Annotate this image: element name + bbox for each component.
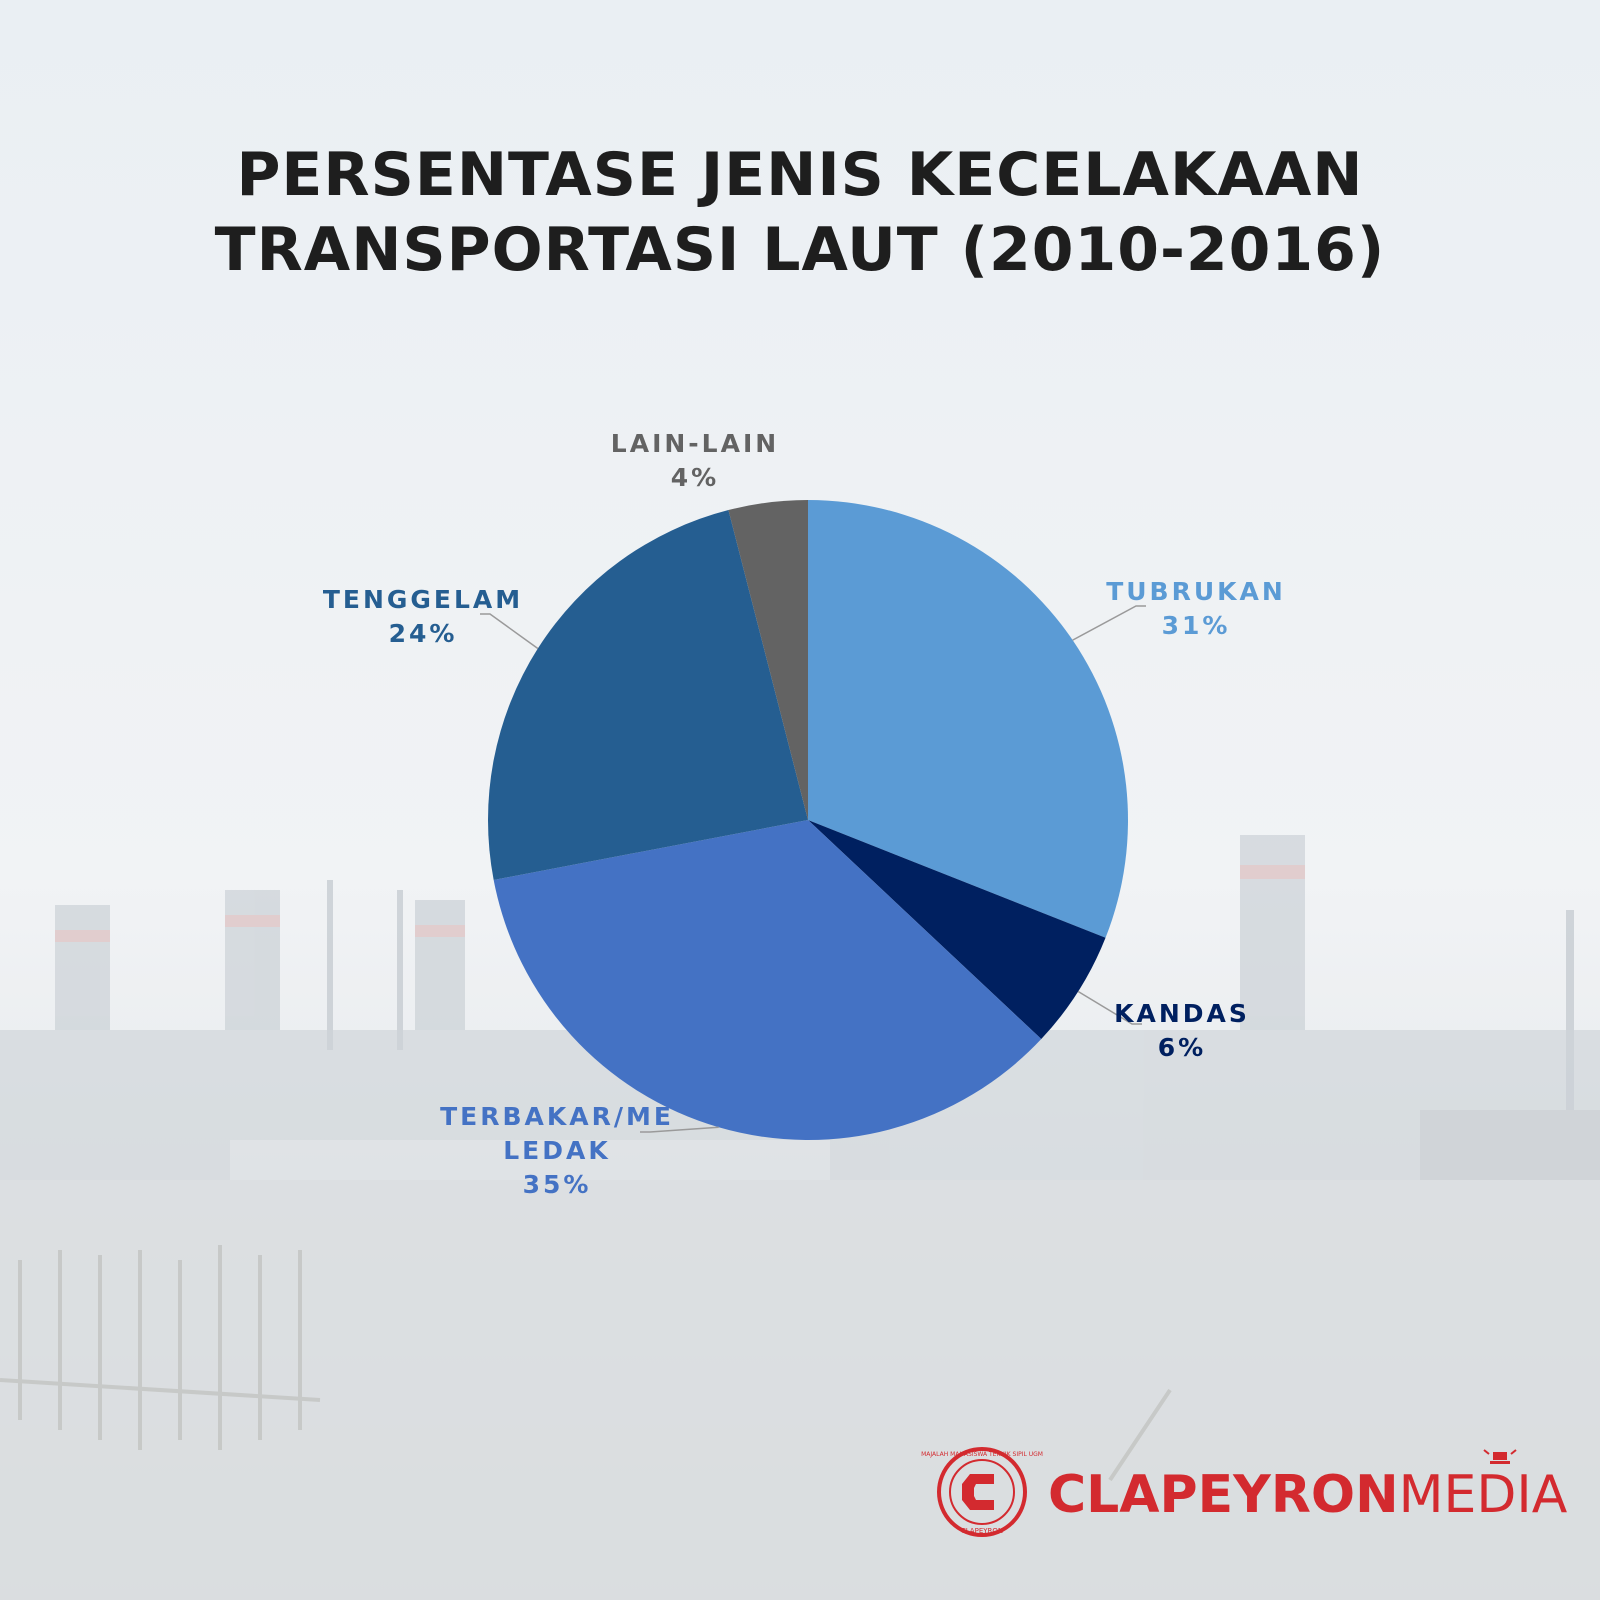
leader-line-kandas	[1077, 990, 1142, 1025]
leader-lines	[480, 605, 1146, 1133]
slice-category-label-terbakar-meledak: LEDAK	[503, 1136, 610, 1165]
logo-wordmark: CLAPEYRONMEDIA	[1048, 1465, 1568, 1525]
clapeyron-seal: MAJALAH MAHASISWA TEKNIK SIPIL UGM CLAPE…	[921, 1447, 1043, 1537]
slice-value-label-kandas: 6%	[1158, 1033, 1206, 1062]
chimney-stripes	[55, 865, 1305, 942]
water	[0, 1180, 1600, 1600]
slice-value-label-tenggelam: 24%	[389, 619, 458, 648]
logo-brand-light: MEDIA	[1399, 1465, 1568, 1525]
seal-bottom-text: CLAPEYRON	[961, 1527, 1003, 1535]
pie-chart	[488, 500, 1128, 1141]
slice-category-label-tubrukan: TUBRUKAN	[1106, 577, 1286, 606]
slice-category-label-tenggelam: TENGGELAM	[323, 585, 523, 614]
leader-line-tenggelam	[480, 613, 539, 650]
lighthouse-icon	[1483, 1449, 1517, 1464]
leader-line-tubrukan	[1072, 605, 1146, 641]
slice-category-label-terbakar-meledak: TERBAKAR/ME	[440, 1102, 674, 1131]
pie-slice-lain-lain	[728, 500, 808, 820]
chart-title-line-1: PERSENTASE JENIS KECELAKAAN	[236, 140, 1363, 210]
logo-brand-bold: CLAPEYRON	[1048, 1465, 1399, 1525]
seal-ring-text: MAJALAH MAHASISWA TEKNIK SIPIL UGM	[921, 1451, 1043, 1458]
pie-slice-terbakar-meledak	[493, 820, 1042, 1141]
fishing-stakes	[0, 1245, 1172, 1482]
slice-value-label-tubrukan: 31%	[1162, 611, 1231, 640]
slice-category-label-kandas: KANDAS	[1114, 999, 1250, 1028]
slice-category-label-lain-lain: LAIN-LAIN	[611, 429, 779, 458]
pie-slice-tenggelam	[488, 510, 808, 880]
leader-line-terbakar-meledak	[640, 1126, 719, 1133]
chart-title: PERSENTASE JENIS KECELAKAAN TRANSPORTASI…	[215, 140, 1386, 285]
chart-title-line-2: TRANSPORTASI LAUT (2010-2016)	[215, 215, 1386, 285]
pie-slice-kandas	[808, 820, 1106, 1040]
pie-slice-tubrukan	[808, 500, 1128, 938]
slice-value-label-terbakar-meledak: 35%	[523, 1170, 592, 1199]
clapeyron-logo: MAJALAH MAHASISWA TEKNIK SIPIL UGM CLAPE…	[921, 1447, 1568, 1537]
slice-value-label-lain-lain: 4%	[671, 463, 719, 492]
slice-labels: TUBRUKAN 31% KANDAS 6% TERBAKAR/ME LEDAK 35% TE…	[323, 429, 1286, 1199]
